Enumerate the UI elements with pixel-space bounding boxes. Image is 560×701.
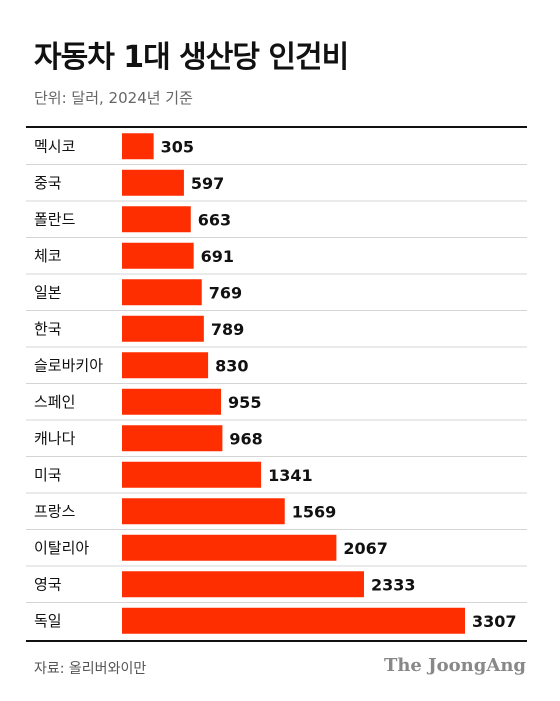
category-label: 한국 [34, 320, 62, 338]
value-label: 968 [229, 429, 262, 448]
value-label: 2067 [343, 539, 388, 558]
category-label: 멕시코 [34, 137, 75, 155]
value-label: 597 [191, 174, 224, 193]
value-label: 691 [201, 247, 234, 266]
bar [122, 352, 209, 379]
bar [122, 388, 222, 415]
value-label: 305 [161, 137, 194, 156]
brand-logo: The JoongAng [383, 655, 526, 676]
chart-title: 자동차 1대 생산당 인건비 [34, 40, 349, 75]
value-label: 789 [211, 320, 244, 339]
category-label: 캐나다 [34, 429, 76, 447]
category-label: 일본 [34, 283, 62, 301]
source-note: 자료: 올리버와이만 [34, 661, 147, 677]
category-label: 프랑스 [34, 502, 76, 520]
value-label: 1341 [268, 466, 313, 485]
bar [122, 461, 262, 488]
bar [122, 534, 337, 561]
category-label: 중국 [34, 174, 62, 192]
bar [122, 169, 184, 196]
bar [122, 315, 204, 342]
value-label: 1569 [292, 502, 337, 521]
category-label: 미국 [34, 466, 62, 484]
bar [122, 133, 154, 160]
category-label: 독일 [34, 612, 62, 630]
chart-subtitle: 단위: 달러, 2024년 기준 [34, 89, 193, 107]
category-label: 폴란드 [34, 210, 76, 228]
top-rule [26, 126, 527, 128]
category-label: 체코 [34, 247, 62, 265]
bar [122, 607, 465, 634]
category-label: 이탈리아 [34, 539, 89, 557]
bottom-rule [26, 640, 527, 642]
value-label: 2333 [371, 575, 416, 594]
bar [122, 206, 191, 233]
category-label: 영국 [34, 575, 62, 593]
category-label: 슬로바키아 [34, 356, 103, 374]
bar [122, 279, 202, 306]
bar [122, 571, 364, 598]
value-label: 830 [215, 356, 248, 375]
value-label: 3307 [472, 612, 517, 631]
category-label: 스페인 [34, 393, 75, 411]
value-label: 663 [198, 210, 231, 229]
value-label: 955 [228, 393, 261, 412]
bar [122, 242, 194, 269]
bar [122, 498, 285, 525]
bar [122, 425, 223, 452]
value-label: 769 [209, 283, 242, 302]
